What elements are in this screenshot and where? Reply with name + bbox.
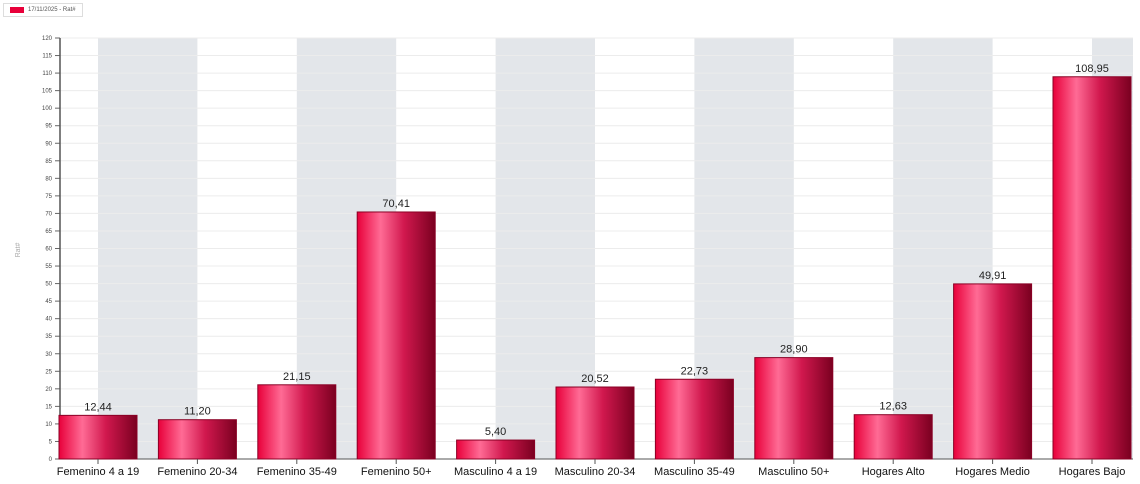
x-tick-label: Hogares Medio (955, 466, 1030, 478)
data-label: 22,73 (681, 365, 709, 377)
y-tick-label: 75 (45, 194, 52, 200)
y-tick-label: 5 (49, 439, 53, 445)
bar (58, 414, 138, 460)
data-label: 108,95 (1075, 63, 1109, 75)
bar (1052, 76, 1132, 460)
y-tick-label: 60 (45, 247, 52, 253)
y-tick-label: 110 (42, 71, 52, 77)
x-tick-label: Femenino 4 a 19 (57, 466, 140, 478)
y-tick-label: 25 (45, 369, 52, 375)
data-label: 12,44 (84, 401, 112, 413)
x-tick-label: Masculino 20-34 (555, 466, 636, 478)
data-label: 12,63 (879, 401, 907, 413)
y-tick-label: 115 (42, 54, 52, 60)
bar (456, 439, 536, 460)
bar (853, 414, 933, 460)
x-tick-label: Masculino 4 a 19 (454, 466, 537, 478)
bar (654, 378, 734, 460)
legend-label: 17/11/2025 - Rat# (28, 7, 76, 13)
y-tick-label: 45 (45, 299, 52, 305)
y-tick-label: 40 (45, 317, 52, 323)
y-tick-label: 50 (45, 282, 52, 288)
x-tick-label: Femenino 50+ (361, 466, 432, 478)
legend-swatch (10, 7, 24, 13)
data-label: 70,41 (382, 198, 410, 210)
y-tick-label: 100 (42, 106, 53, 112)
y-tick-label: 65 (45, 229, 52, 235)
bar (257, 384, 337, 460)
bar (555, 386, 635, 460)
y-tick-label: 90 (45, 141, 52, 147)
legend: 17/11/2025 - Rat# (3, 3, 83, 17)
bar (157, 419, 237, 460)
bar (754, 357, 834, 460)
x-tick-label: Hogares Alto (862, 466, 925, 478)
y-tick-label: 20 (45, 387, 52, 393)
x-tick-label: Femenino 35-49 (257, 466, 337, 478)
y-tick-label: 10 (45, 422, 52, 428)
bar (953, 283, 1033, 460)
y-tick-label: 120 (42, 36, 53, 42)
y-axis-label: Rat# (15, 243, 22, 258)
y-tick-label: 55 (45, 264, 52, 270)
y-tick-label: 95 (45, 124, 52, 130)
x-tick-label: Femenino 20-34 (157, 466, 237, 478)
data-label: 5,40 (485, 426, 506, 438)
y-tick-label: 35 (45, 334, 52, 340)
data-label: 20,52 (581, 373, 609, 385)
data-label: 49,91 (979, 270, 1007, 282)
bar (356, 211, 436, 460)
x-tick-label: Hogares Bajo (1059, 466, 1126, 478)
y-tick-label: 85 (45, 159, 52, 165)
y-tick-label: 30 (45, 352, 52, 358)
data-label: 11,20 (184, 406, 211, 418)
data-label: 28,90 (780, 344, 808, 356)
data-label: 21,15 (283, 371, 311, 383)
y-tick-label: 15 (45, 404, 52, 410)
y-tick-label: 80 (45, 176, 52, 182)
x-tick-label: Masculino 35-49 (654, 466, 735, 478)
x-tick-label: Masculino 50+ (758, 466, 829, 478)
y-tick-label: 105 (42, 89, 53, 95)
y-tick-label: 0 (49, 457, 53, 463)
y-tick-label: 70 (45, 211, 52, 217)
